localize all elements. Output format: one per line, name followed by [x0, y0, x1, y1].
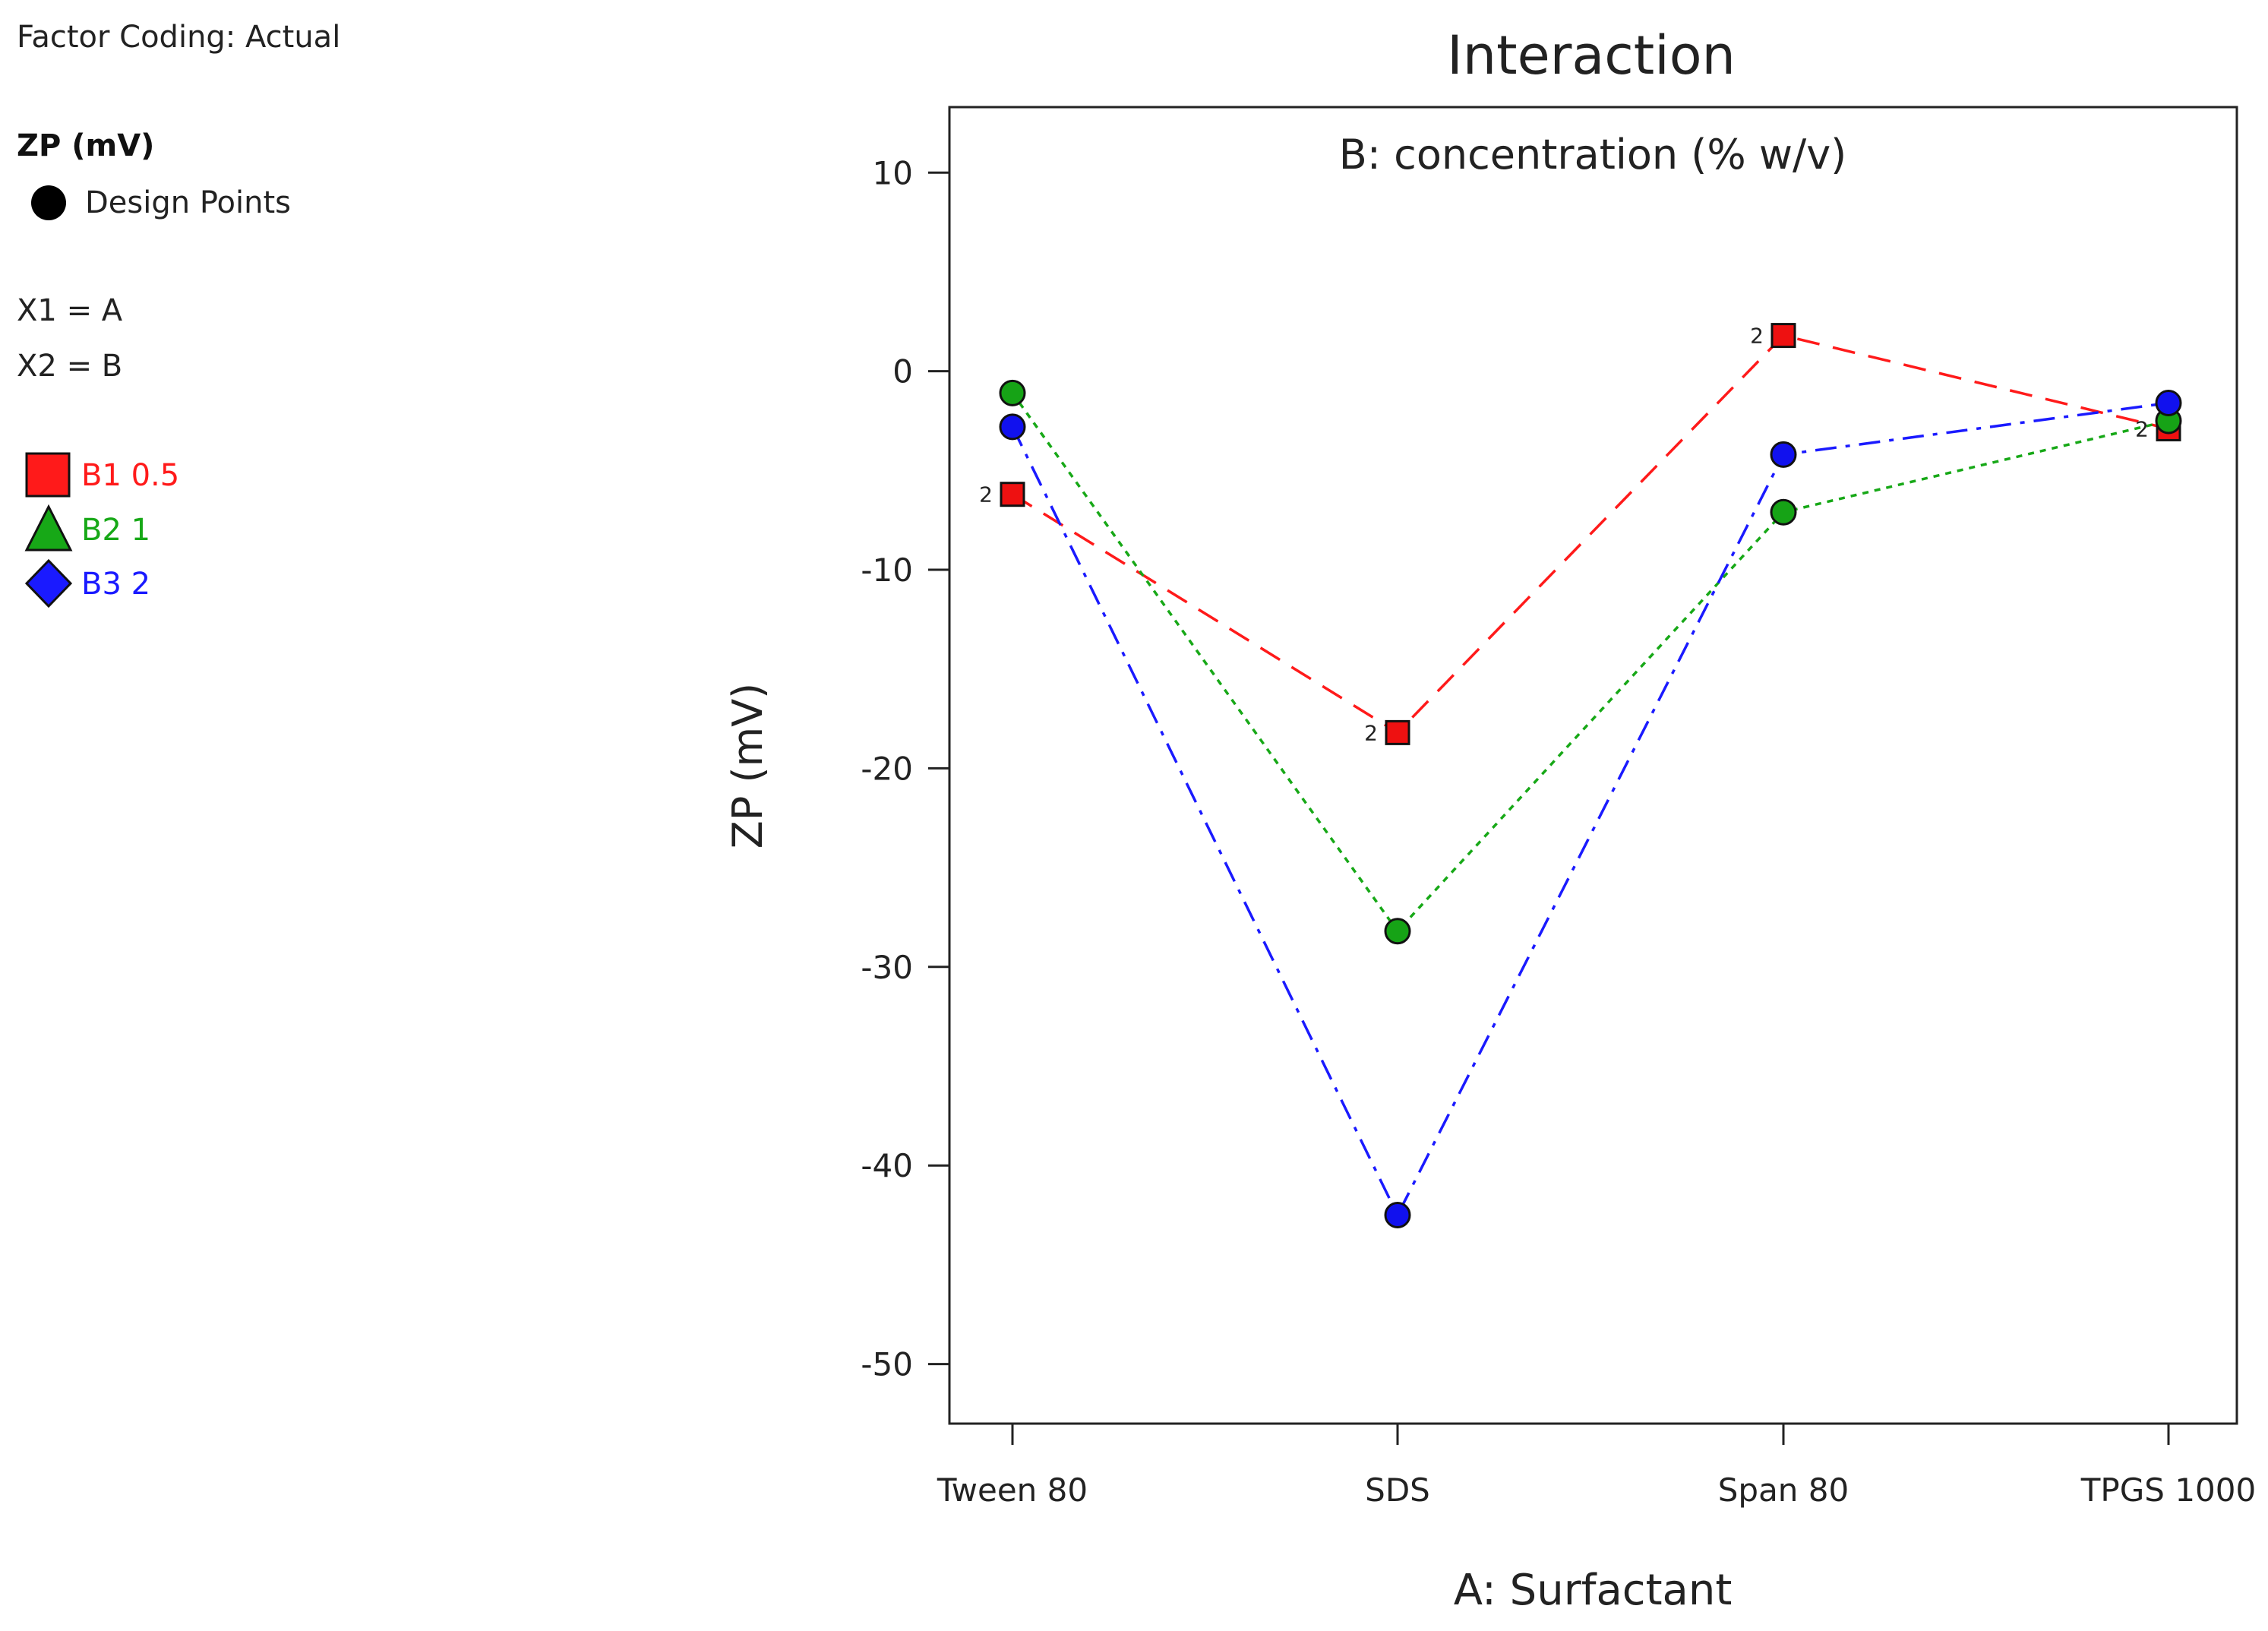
y-axis: 10 0 -10 -20 -30 -40 -50 [861, 154, 949, 1383]
legend-items: B1 0.5 B2 1 B3 2 [24, 452, 179, 608]
chart-subtitle: B: concentration (% w/v) [1339, 131, 1847, 179]
design-points-icon [31, 185, 66, 220]
y-tick-label: -20 [861, 750, 913, 787]
data-point [1384, 918, 1411, 945]
chart-title: Interaction [1447, 24, 1736, 87]
y-tick-label: -50 [861, 1346, 913, 1383]
legend-panel: Factor Coding: Actual ZP (mV) Design Poi… [17, 20, 340, 608]
response-name-label: ZP (mV) [17, 128, 154, 163]
series-lines [1011, 333, 2169, 1219]
legend-item-1: B1 0.5 [25, 452, 179, 498]
triangle-marker-icon [24, 504, 73, 552]
data-point [1384, 1202, 1411, 1229]
y-tick-label: -40 [861, 1147, 913, 1184]
data-point [1000, 482, 1025, 507]
legend-item-label: B2 1 [81, 513, 150, 548]
series-points: 2 2 2 2 [979, 323, 2182, 1229]
series-line-1 [1012, 333, 2169, 735]
legend-item-label: B1 0.5 [81, 458, 179, 493]
y-tick-label: 0 [892, 353, 913, 390]
x-axis: Tween 80 SDS Span 80 TPGS 1000 [937, 1424, 2256, 1509]
y-tick-label: 10 [873, 154, 913, 191]
data-point [1770, 441, 1797, 468]
replicate-count-label: 2 [1364, 720, 1378, 745]
legend-item-2: B2 1 [24, 504, 150, 552]
x-tick-label: Span 80 [1718, 1471, 1849, 1509]
data-point [999, 413, 1026, 441]
x1-label: X1 = A [17, 293, 123, 328]
x-axis-label: A: Surfactant [1454, 1566, 1733, 1615]
y-tick-label: -10 [861, 552, 913, 589]
replicate-count-label: 2 [979, 482, 993, 507]
x-tick-label: Tween 80 [937, 1471, 1088, 1509]
factor-coding-label: Factor Coding: Actual [17, 20, 340, 55]
legend-item-3: B3 2 [24, 558, 150, 608]
data-point [1770, 498, 1797, 526]
data-point [2155, 389, 2182, 416]
plot-frame [948, 106, 2238, 1425]
x-tick-label: SDS [1365, 1471, 1430, 1509]
y-tick-label: -30 [861, 949, 913, 986]
series-line-2 [1011, 392, 2169, 934]
data-point [1385, 719, 1410, 745]
diamond-marker-icon [24, 558, 73, 608]
square-marker-icon [25, 452, 71, 498]
x-tick-label: TPGS 1000 [2080, 1471, 2256, 1509]
data-point [999, 379, 1026, 406]
y-axis-label: ZP (mV) [724, 683, 772, 849]
legend-item-label: B3 2 [81, 567, 150, 602]
replicate-count-label: 2 [2135, 416, 2149, 441]
replicate-count-label: 2 [1750, 324, 1764, 349]
series-line-3 [1011, 401, 2169, 1219]
x2-label: X2 = B [17, 349, 122, 384]
data-point [1770, 323, 1796, 349]
design-points-label: Design Points [85, 185, 291, 220]
